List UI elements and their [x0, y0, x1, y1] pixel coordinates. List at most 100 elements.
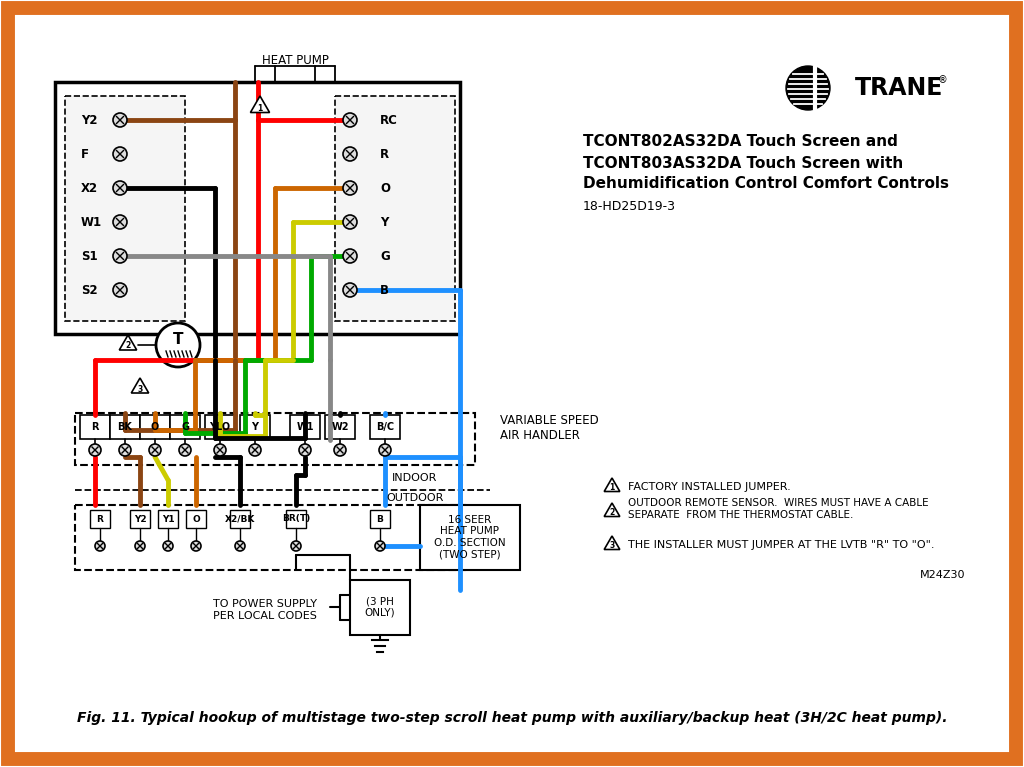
Bar: [230, 510, 250, 528]
Circle shape: [95, 541, 105, 551]
Text: F: F: [81, 147, 89, 160]
Text: W1: W1: [296, 422, 313, 432]
Circle shape: [249, 444, 261, 456]
Text: R: R: [91, 422, 98, 432]
Circle shape: [343, 181, 357, 195]
Circle shape: [234, 541, 245, 551]
Text: 3: 3: [609, 542, 614, 551]
Bar: [110, 415, 140, 439]
Bar: [325, 415, 355, 439]
Text: S1: S1: [81, 249, 97, 262]
Bar: [350, 580, 410, 635]
Text: W2: W2: [331, 422, 349, 432]
Text: G: G: [380, 249, 390, 262]
Circle shape: [343, 249, 357, 263]
Text: Y: Y: [252, 422, 258, 432]
Circle shape: [150, 444, 161, 456]
Text: G: G: [181, 422, 189, 432]
Text: Y2: Y2: [134, 515, 146, 524]
Bar: [75, 505, 465, 570]
Bar: [420, 505, 520, 570]
Circle shape: [113, 147, 127, 161]
Text: 18-HD25D19-3: 18-HD25D19-3: [583, 200, 676, 213]
Text: X2: X2: [81, 182, 98, 195]
Text: OUTDOOR: OUTDOOR: [386, 493, 443, 503]
Text: W1: W1: [81, 216, 102, 229]
Text: B: B: [380, 284, 389, 297]
Polygon shape: [604, 503, 620, 516]
Bar: [240, 415, 270, 439]
Text: 1: 1: [257, 104, 262, 113]
Text: TRANE: TRANE: [855, 76, 943, 100]
Circle shape: [119, 444, 131, 456]
Text: O: O: [193, 515, 200, 524]
Text: R: R: [96, 515, 103, 524]
Text: HEAT PUMP: HEAT PUMP: [261, 54, 329, 67]
Polygon shape: [604, 536, 620, 549]
Text: VARIABLE SPEED
AIR HANDLER: VARIABLE SPEED AIR HANDLER: [500, 414, 599, 442]
Text: (3 PH
ONLY): (3 PH ONLY): [365, 596, 395, 617]
Circle shape: [163, 541, 173, 551]
Text: TO POWER SUPPLY
PER LOCAL CODES: TO POWER SUPPLY PER LOCAL CODES: [213, 599, 317, 621]
Text: 2: 2: [609, 509, 614, 518]
Circle shape: [343, 283, 357, 297]
Polygon shape: [604, 478, 620, 492]
Text: ®: ®: [938, 75, 948, 85]
Circle shape: [375, 541, 385, 551]
Text: B: B: [377, 515, 383, 524]
Circle shape: [135, 541, 145, 551]
Circle shape: [191, 541, 201, 551]
Text: YLO: YLO: [210, 422, 230, 432]
Text: B/C: B/C: [376, 422, 394, 432]
Bar: [170, 415, 200, 439]
Bar: [370, 415, 400, 439]
Text: RC: RC: [380, 114, 398, 127]
Bar: [335, 96, 455, 321]
Circle shape: [89, 444, 101, 456]
Circle shape: [343, 113, 357, 127]
Circle shape: [113, 181, 127, 195]
Text: X2/BK: X2/BK: [225, 515, 255, 524]
Circle shape: [379, 444, 391, 456]
Text: Dehumidification Control Comfort Controls: Dehumidification Control Comfort Control…: [583, 176, 949, 192]
Bar: [370, 510, 390, 528]
Circle shape: [214, 444, 226, 456]
Text: O: O: [151, 422, 159, 432]
Text: Y: Y: [380, 216, 388, 229]
Circle shape: [786, 66, 830, 110]
Circle shape: [113, 215, 127, 229]
Text: O: O: [380, 182, 390, 195]
Bar: [90, 510, 110, 528]
Bar: [286, 510, 306, 528]
Text: TCONT803AS32DA Touch Screen with: TCONT803AS32DA Touch Screen with: [583, 156, 903, 170]
Bar: [80, 415, 110, 439]
Text: INDOOR: INDOOR: [392, 473, 437, 483]
Bar: [290, 415, 319, 439]
Text: Fig. 11. Typical hookup of multistage two-step scroll heat pump with auxiliary/b: Fig. 11. Typical hookup of multistage tw…: [77, 711, 947, 725]
Circle shape: [113, 283, 127, 297]
Circle shape: [179, 444, 191, 456]
Text: Y1: Y1: [162, 515, 174, 524]
Text: TCONT802AS32DA Touch Screen and: TCONT802AS32DA Touch Screen and: [583, 134, 898, 150]
Text: FACTORY INSTALLED JUMPER.: FACTORY INSTALLED JUMPER.: [628, 482, 791, 492]
Circle shape: [343, 147, 357, 161]
Bar: [55, 82, 460, 334]
Text: 2: 2: [125, 341, 131, 351]
Polygon shape: [120, 335, 136, 350]
Circle shape: [113, 113, 127, 127]
Bar: [158, 510, 178, 528]
Bar: [140, 415, 170, 439]
Text: T: T: [173, 333, 183, 347]
Bar: [65, 96, 185, 321]
Text: 16 SEER
HEAT PUMP
O.D. SECTION
(TWO STEP): 16 SEER HEAT PUMP O.D. SECTION (TWO STEP…: [434, 515, 506, 559]
Circle shape: [156, 323, 200, 367]
Circle shape: [299, 444, 311, 456]
Polygon shape: [131, 378, 148, 393]
Text: M24Z30: M24Z30: [920, 570, 965, 580]
Bar: [75, 413, 475, 465]
Bar: [205, 415, 234, 439]
Circle shape: [291, 541, 301, 551]
Circle shape: [334, 444, 346, 456]
Text: 1: 1: [609, 483, 614, 492]
Text: S2: S2: [81, 284, 97, 297]
